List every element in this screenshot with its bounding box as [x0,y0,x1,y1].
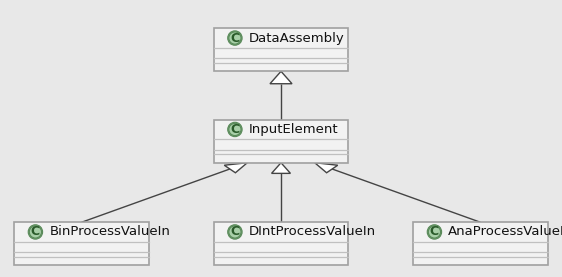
Text: C: C [230,225,239,238]
Text: AnaProcessValueIn: AnaProcessValueIn [448,225,562,238]
FancyBboxPatch shape [413,222,548,265]
Text: C: C [230,32,239,45]
Ellipse shape [229,32,241,44]
Text: C: C [430,225,439,238]
Ellipse shape [228,225,242,239]
Text: C: C [31,225,40,238]
FancyBboxPatch shape [214,222,348,265]
Polygon shape [271,163,291,173]
Ellipse shape [29,226,42,238]
Text: C: C [230,123,239,136]
Ellipse shape [229,226,241,238]
Text: DIntProcessValueIn: DIntProcessValueIn [249,225,376,238]
FancyBboxPatch shape [214,29,348,71]
Ellipse shape [228,31,242,45]
FancyBboxPatch shape [14,222,149,265]
Ellipse shape [28,225,43,239]
Polygon shape [315,163,338,173]
Text: DataAssembly: DataAssembly [249,32,345,45]
FancyBboxPatch shape [214,120,348,163]
Ellipse shape [427,225,442,239]
Text: InputElement: InputElement [249,123,338,136]
Polygon shape [224,163,247,173]
Ellipse shape [229,123,241,135]
Text: BinProcessValueIn: BinProcessValueIn [49,225,170,238]
Ellipse shape [228,122,242,137]
Ellipse shape [428,226,441,238]
Polygon shape [270,71,292,84]
